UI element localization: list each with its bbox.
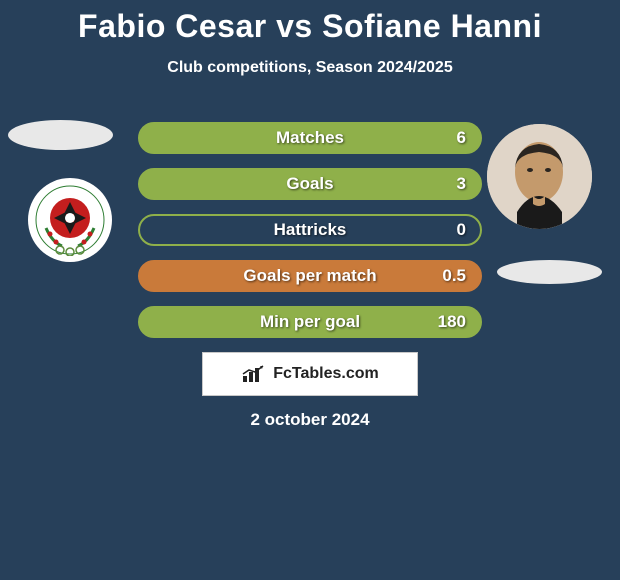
stat-value-right: 3	[457, 174, 466, 194]
date-label: 2 october 2024	[250, 410, 369, 430]
club-crest-icon	[34, 184, 106, 256]
stat-value-right: 0.5	[442, 266, 466, 286]
club-right-badge	[497, 260, 602, 284]
stat-value-right: 0	[457, 220, 466, 240]
stat-bar: Hattricks 0	[138, 214, 482, 246]
club-left-badge	[28, 178, 112, 262]
stat-bar: Min per goal 180	[138, 306, 482, 338]
brand-chart-icon	[241, 364, 267, 384]
stat-label: Goals per match	[243, 266, 376, 286]
stat-bar: Goals 3	[138, 168, 482, 200]
stat-bar: Matches 6	[138, 122, 482, 154]
stat-label: Goals	[286, 174, 333, 194]
player-right-avatar	[487, 124, 592, 229]
stat-label: Matches	[276, 128, 344, 148]
stat-value-right: 6	[457, 128, 466, 148]
comparison-bars: Matches 6 Goals 3 Hattricks 0 Goals per match 0…	[138, 122, 482, 352]
brand-box[interactable]: FcTables.com	[202, 352, 418, 396]
stat-label: Min per goal	[260, 312, 360, 332]
player-head-icon	[487, 124, 592, 229]
stat-label: Hattricks	[274, 220, 347, 240]
subtitle: Club competitions, Season 2024/2025	[0, 59, 620, 77]
stat-value-right: 180	[438, 312, 466, 332]
page-title: Fabio Cesar vs Sofiane Hanni	[0, 0, 620, 45]
stat-bar: Goals per match 0.5	[138, 260, 482, 292]
brand-label: FcTables.com	[273, 365, 379, 383]
player-left-avatar	[8, 120, 113, 150]
